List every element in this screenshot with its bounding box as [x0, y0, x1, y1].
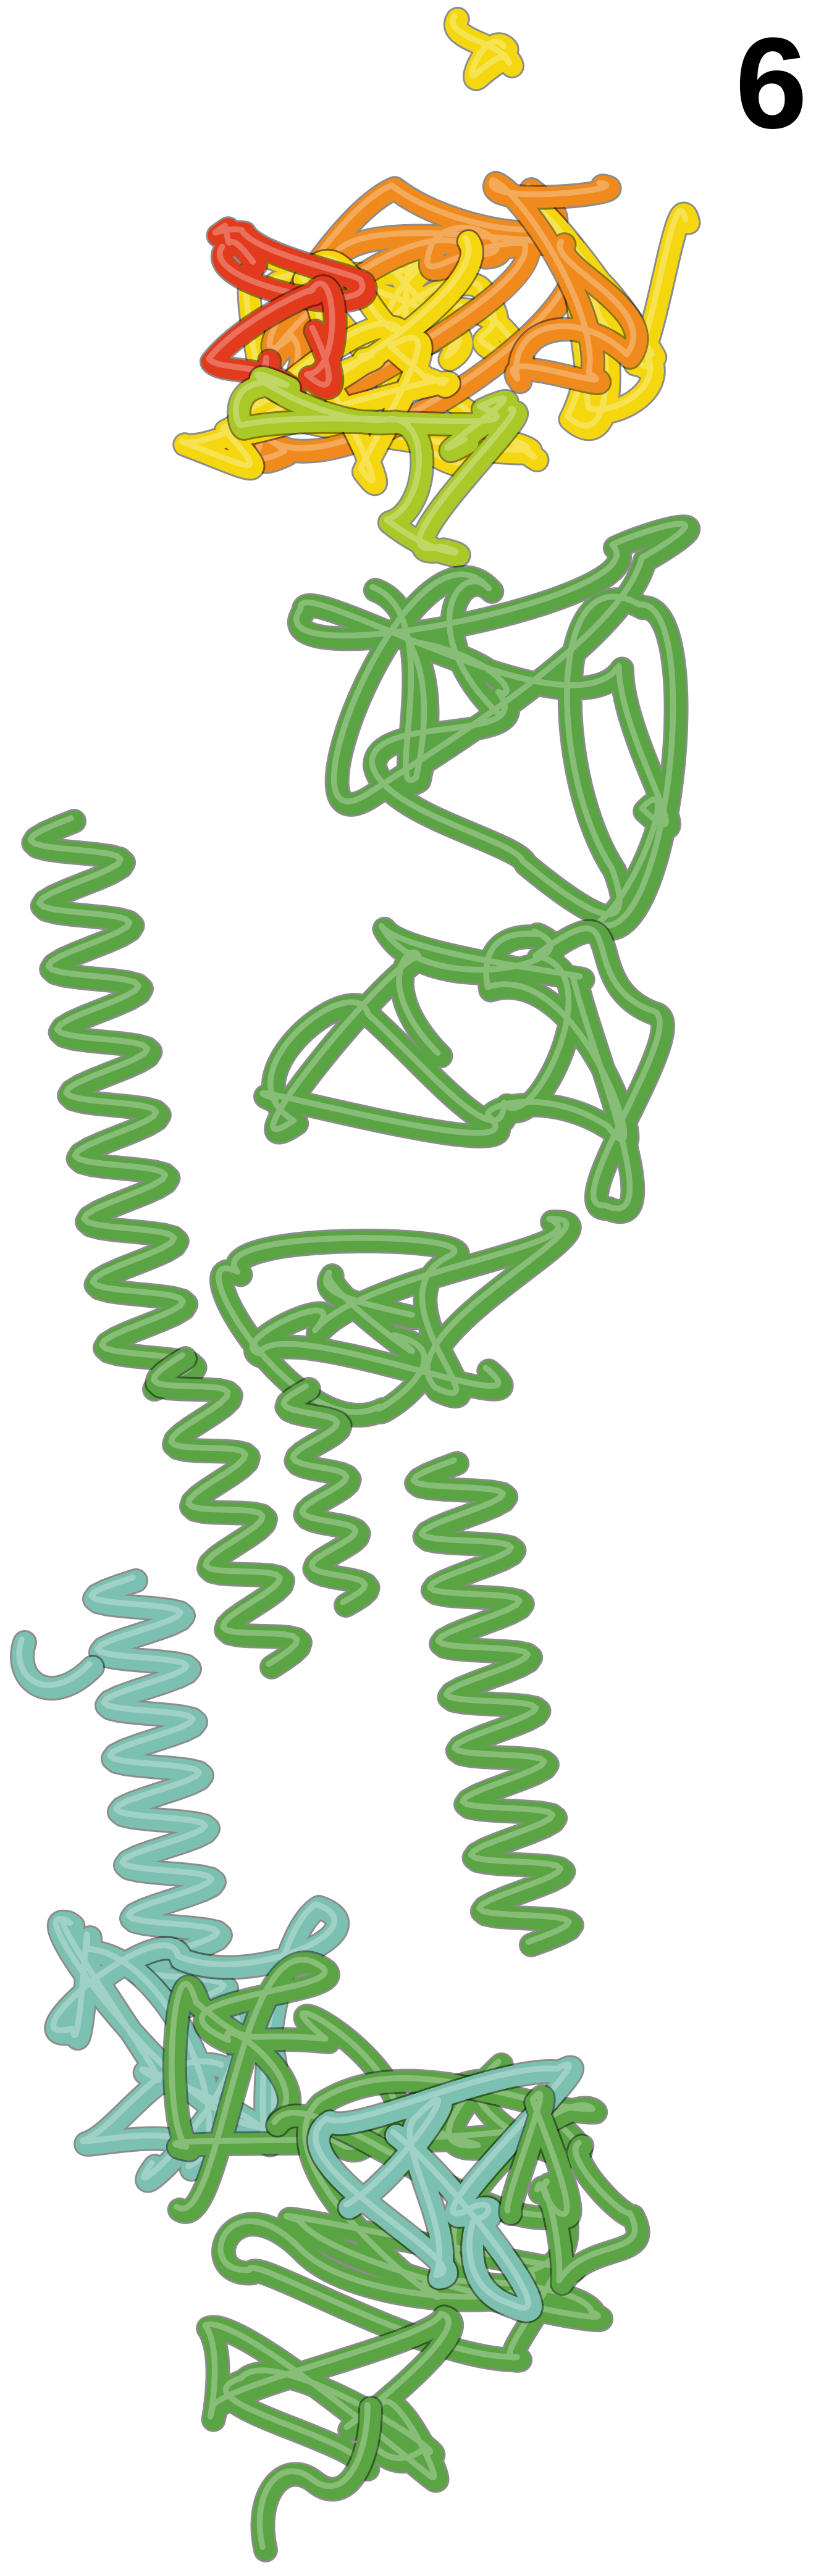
top-domain-loop-yellow-top-highlight	[450, 13, 512, 79]
domain-junction-loop	[228, 367, 527, 566]
right-long-helix	[406, 1453, 583, 1955]
backbone-tubes	[10, 7, 701, 2562]
lower-domain-teal-loop-2	[308, 2057, 583, 2322]
top-domain-loop-orange-2	[484, 172, 647, 393]
center-left-helix-highlight	[151, 1352, 300, 1667]
center-strand-helix	[276, 1379, 379, 1616]
lower-domain-teal-loop-2-highlight	[312, 2061, 572, 2311]
bottom-domain-loop-highlight	[202, 2310, 452, 2480]
left-long-helix-highlight	[27, 815, 195, 1389]
middle-domain-loop-3	[211, 1211, 580, 1426]
middle-domain-loop-1-highlight	[293, 521, 688, 929]
domain-junction-loop-highlight	[233, 371, 516, 556]
lower-left-teal-helix-highlight	[88, 1574, 227, 2007]
middle-domain-loop-1	[289, 516, 699, 939]
c-terminal-tail-highlight	[256, 2402, 371, 2550]
top-domain-loop-orange-2-highlight	[489, 177, 636, 383]
lower-domain-green-loop-1	[164, 1952, 591, 2222]
left-teal-hook-highlight	[16, 1636, 93, 1688]
lower-domain-right-loop-highlight	[504, 2090, 638, 2283]
center-left-helix	[146, 1348, 311, 1678]
c-terminal-tail	[252, 2398, 381, 2561]
center-strand-helix-highlight	[280, 1383, 368, 1605]
middle-domain-loop-2-highlight	[259, 922, 663, 1211]
lower-domain-green-loop-1-highlight	[169, 1957, 581, 2212]
top-domain-loop-orange-1	[201, 178, 587, 472]
panel-label: 6	[735, 10, 807, 156]
middle-domain-loop-3-highlight	[216, 1216, 570, 1415]
right-long-helix-highlight	[410, 1457, 572, 1945]
lower-domain-right-loop	[500, 2086, 649, 2294]
bottom-domain-loop	[198, 2306, 462, 2491]
left-long-helix	[23, 811, 206, 1400]
left-teal-hook	[12, 1632, 103, 1699]
lower-left-teal-helix	[84, 1570, 237, 2017]
top-domain-loop-yellow-top	[445, 9, 523, 90]
top-domain-loop-red-1-highlight	[212, 222, 366, 301]
middle-domain-loop-2	[255, 918, 673, 1223]
